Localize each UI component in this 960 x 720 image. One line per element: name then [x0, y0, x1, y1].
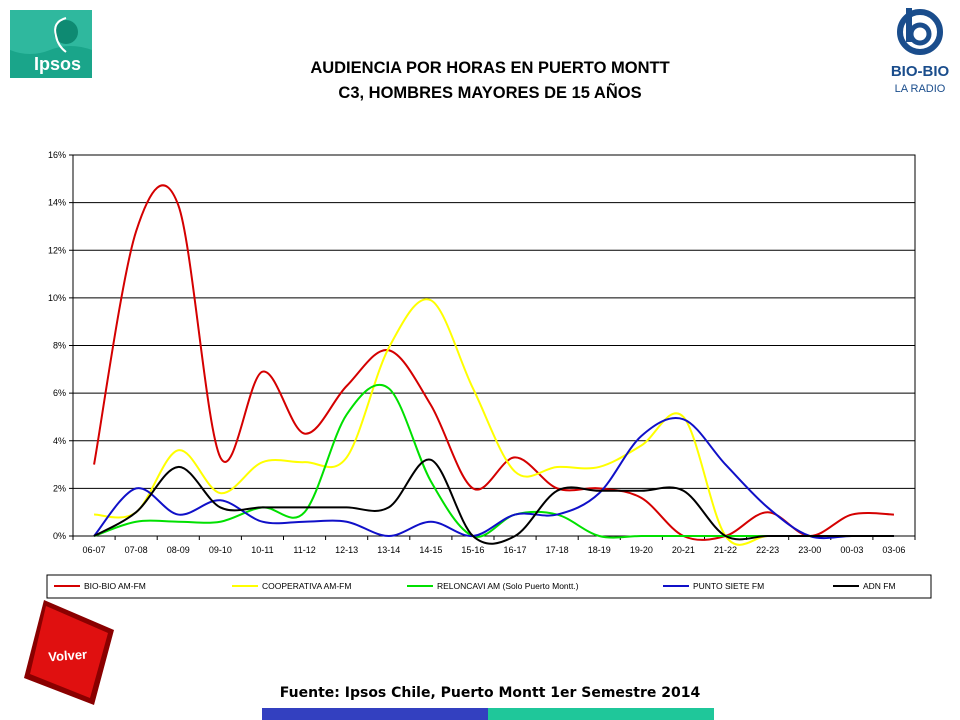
- ipsos-logo-text: Ipsos: [34, 54, 81, 74]
- series-line-1: [93, 184, 894, 541]
- y-tick-label: 2%: [53, 483, 66, 493]
- legend-box: [46, 574, 932, 599]
- biobio-logo: BIO-BIO LA RADIO: [891, 8, 950, 95]
- x-tick-label: 21-22: [714, 545, 737, 555]
- x-tick-label: 06-07: [83, 545, 106, 555]
- y-tick-label: 8%: [53, 341, 66, 351]
- x-tick-label: 10-11: [251, 545, 273, 555]
- legend-label: PUNTO SIETE FM: [693, 581, 764, 591]
- x-axis-ticks: 06-07 07-08 08-09 09-10 10-11 11-12 12-13 13-14…: [72, 536, 916, 555]
- x-tick-label: 18-19: [588, 545, 611, 555]
- legend-label: RELONCAVI AM (Solo Puerto Montt.): [437, 581, 579, 591]
- x-tick-label: 03-06: [882, 545, 905, 555]
- y-tick-label: 12%: [48, 245, 66, 255]
- title-line-1: AUDIENCIA POR HORAS EN PUERTO MONTT: [310, 59, 670, 77]
- y-axis-ticks: 0% 2% 4% 6% 8% 10% 12% 14% 16%: [48, 150, 73, 541]
- x-tick-label: 16-17: [504, 545, 527, 555]
- y-tick-label: 6%: [53, 388, 66, 398]
- x-tick-label: 13-14: [377, 545, 400, 555]
- biobio-sub: LA RADIO: [895, 83, 946, 95]
- ipsos-logo: Ipsos: [10, 10, 92, 78]
- title-line-2: C3, HOMBRES MAYORES DE 15 AÑOS: [338, 84, 642, 102]
- x-tick-label: 00-03: [840, 545, 863, 555]
- chart-title: AUDIENCIA POR HORAS EN PUERTO MONTT C3, …: [180, 56, 800, 106]
- series-line-4: [93, 417, 894, 540]
- y-tick-label: 10%: [48, 293, 66, 303]
- biobio-name: BIO-BIO: [891, 63, 950, 80]
- x-tick-label: 15-16: [461, 545, 484, 555]
- legend-label: ADN FM: [863, 581, 896, 591]
- x-tick-label: 22-23: [756, 545, 779, 555]
- series-line-5: [93, 458, 894, 545]
- footer-bar-blue: [262, 708, 488, 720]
- x-tick-label: 23-00: [798, 545, 821, 555]
- x-tick-label: 20-21: [672, 545, 695, 555]
- legend-label: BIO-BIO AM-FM: [84, 581, 146, 591]
- y-tick-label: 4%: [53, 436, 66, 446]
- x-tick-label: 08-09: [167, 545, 190, 555]
- x-tick-label: 19-20: [630, 545, 653, 555]
- source-note: Fuente: Ipsos Chile, Puerto Montt 1er Se…: [279, 685, 701, 701]
- x-tick-label: 14-15: [419, 545, 442, 555]
- volver-label: Volver: [48, 647, 88, 665]
- x-tick-label: 11-12: [293, 545, 315, 555]
- x-tick-label: 09-10: [209, 545, 232, 555]
- series-lines: [93, 184, 894, 546]
- y-tick-label: 0%: [53, 531, 66, 541]
- volver-button[interactable]: Volver: [24, 600, 114, 705]
- y-tick-label: 16%: [48, 150, 66, 160]
- x-tick-label: 07-08: [125, 545, 148, 555]
- y-tick-label: 14%: [48, 198, 66, 208]
- x-tick-label: 12-13: [335, 545, 358, 555]
- legend: BIO-BIO AM-FM COOPERATIVA AM-FM RELONCAVI …: [54, 581, 896, 591]
- x-tick-label: 17-18: [546, 545, 569, 555]
- series-line-2: [93, 298, 894, 546]
- legend-label: COOPERATIVA AM-FM: [262, 581, 351, 591]
- footer-bar-teal: [488, 708, 714, 720]
